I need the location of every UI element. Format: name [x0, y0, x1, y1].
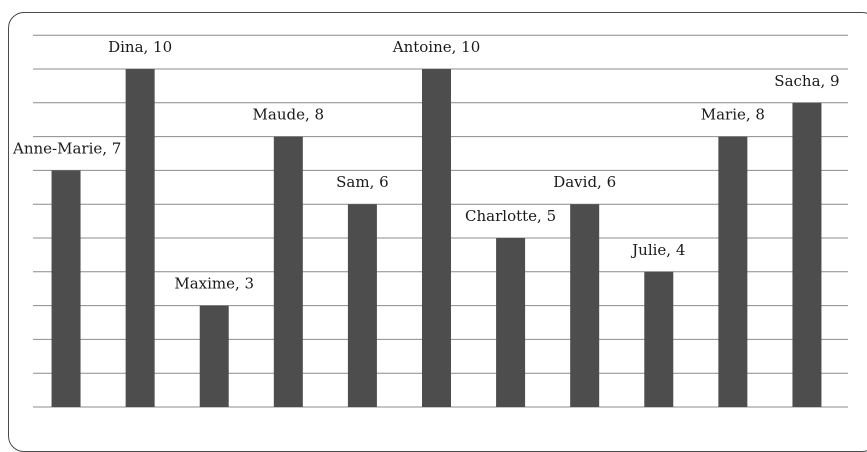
data-label-maude: Maude, 8 — [253, 106, 325, 124]
bar-charlotte — [496, 238, 526, 407]
bar-david — [570, 204, 600, 407]
bars — [51, 69, 822, 408]
data-label-maxime: Maxime, 3 — [174, 275, 254, 293]
data-label-sacha: Sacha, 9 — [774, 72, 839, 90]
bar-chart: Anne-Marie, 7 Dina, 10 Maxime, 3 Maude, 8 Sa… — [12, 34, 848, 408]
bar-julie — [644, 271, 674, 407]
data-label-sam: Sam, 6 — [336, 173, 389, 191]
bar-marie — [718, 136, 748, 407]
data-label-anne-marie: Anne-Marie, 7 — [12, 139, 121, 157]
bar-anne-marie — [51, 170, 81, 407]
bar-sam — [347, 204, 377, 407]
data-label-antoine: Antoine, 10 — [392, 38, 481, 56]
data-label-david: David, 6 — [553, 173, 616, 191]
data-label-charlotte: Charlotte, 5 — [465, 207, 556, 225]
bar-maxime — [199, 305, 229, 407]
bar-dina — [125, 69, 155, 407]
bar-antoine — [422, 69, 451, 407]
bar-maude — [273, 136, 303, 407]
data-label-julie: Julie, 4 — [630, 241, 685, 259]
data-label-dina: Dina, 10 — [108, 38, 172, 56]
data-labels: Anne-Marie, 7 Dina, 10 Maxime, 3 Maude, 8 Sa… — [12, 38, 840, 293]
bar-sacha — [792, 102, 822, 408]
data-label-marie: Marie, 8 — [701, 106, 765, 124]
